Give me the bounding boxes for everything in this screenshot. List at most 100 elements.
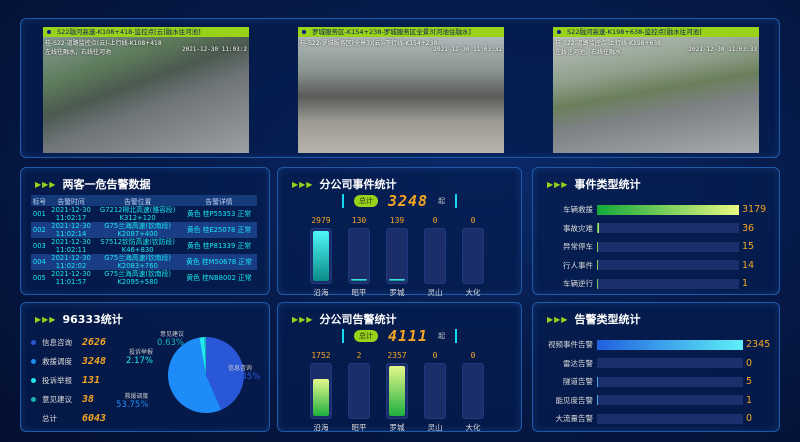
row-time: 2021-12-30 11:02:11 bbox=[51, 238, 91, 254]
table-row[interactable]: 003 2021-12-30 11:02:11 S7512钦防高速(钦防段) K46… bbox=[31, 238, 257, 254]
arrows-icon: ▶▶▶ bbox=[547, 314, 569, 324]
hbar bbox=[597, 241, 598, 252]
hbar-label: 行人事件 bbox=[563, 260, 593, 270]
bar-label: 昭平 bbox=[351, 423, 367, 432]
bar-value: 2 bbox=[356, 351, 362, 360]
bar-column: 139 罗城 bbox=[386, 216, 408, 298]
hbar bbox=[597, 395, 598, 405]
hbar-value: 36 bbox=[742, 222, 755, 234]
row-time: 2021-12-30 11:02:02 bbox=[47, 254, 95, 270]
bar-value: 2979 bbox=[311, 216, 331, 225]
bar-label: 灵山 bbox=[427, 423, 443, 432]
table-row[interactable]: 002 2021-12-30 11:02:14 G75兰海高速(钦南段) K2087… bbox=[31, 222, 257, 238]
row-id: 005 bbox=[32, 274, 46, 282]
panel-title: 96333统计 bbox=[62, 313, 123, 326]
bar-column: 0 灵山 bbox=[424, 216, 446, 298]
pie-label: 意见建议 0.63% bbox=[157, 331, 185, 348]
bar-track bbox=[310, 363, 332, 419]
hbar-row: 异常停车 15 bbox=[533, 241, 754, 252]
hbar-label: 车辆救援 bbox=[563, 205, 593, 214]
branch-events-chart: 2979 沿海 130 昭平 139 罗城 0 灵山 0 大化 bbox=[310, 216, 484, 298]
hbar-label: 大流量告警 bbox=[555, 414, 594, 423]
bar-value: 0 bbox=[470, 216, 476, 225]
bar-column: 0 大化 bbox=[462, 351, 484, 433]
bar-track bbox=[386, 363, 408, 419]
hbar bbox=[597, 223, 599, 233]
total-value: 3248 bbox=[387, 192, 429, 210]
total-badge: 总计 bbox=[353, 195, 378, 207]
hbar-value: 1 bbox=[742, 278, 749, 289]
legend-name: 意见建议 bbox=[42, 395, 72, 404]
hbar-row: 车辆逆行 1 bbox=[533, 278, 748, 289]
legend-value: 2626 bbox=[82, 337, 107, 348]
bar-value: 2357 bbox=[387, 351, 407, 360]
table-row[interactable]: 001 2021-12-30 11:02:17 G7212柳北高速(雒容段) K31… bbox=[31, 206, 257, 222]
row-location: S7512钦防高速(钦防段) K46+830 bbox=[100, 238, 175, 254]
column-header: 告警详情 bbox=[181, 195, 257, 206]
bar-column: 2 昭平 bbox=[348, 351, 370, 433]
pie-label: 救援调度 53.75% bbox=[116, 393, 149, 410]
row-time: 2021-12-30 11:01:57 bbox=[51, 270, 91, 286]
bar-label: 大化 bbox=[465, 423, 481, 432]
bar bbox=[389, 278, 405, 281]
column-header: 告警时间 bbox=[47, 195, 95, 206]
camera-title: S22融河高速-K108+418-监控点[云]融水往河池] bbox=[57, 28, 201, 36]
hbar-label: 车辆逆行 bbox=[563, 279, 593, 288]
bar-track bbox=[462, 228, 484, 284]
pie-slice bbox=[199, 337, 206, 375]
arrows-icon: ▶▶▶ bbox=[35, 314, 57, 324]
row-detail: 黄色 桂P81339 正常 bbox=[187, 242, 252, 250]
hbar-track bbox=[597, 204, 739, 215]
hbar-track bbox=[597, 358, 743, 368]
hbar-label: 异常停车 bbox=[563, 242, 593, 251]
row-id: 004 bbox=[31, 254, 48, 270]
hbar-row: 事故灾难 36 bbox=[533, 223, 754, 234]
table-row[interactable]: 005 2021-12-30 11:01:57 G75兰海高速(钦南段) K2095… bbox=[31, 270, 257, 286]
legend-item: 意见建议 38 bbox=[31, 390, 106, 409]
bar-value: 1752 bbox=[311, 351, 331, 360]
hbar-value: 1 bbox=[746, 394, 753, 406]
hbar-row: 车辆救援 3179 bbox=[533, 204, 766, 215]
legend-name: 信息咨询 bbox=[42, 338, 72, 347]
bar-track bbox=[462, 363, 484, 419]
panel-title: 告警类型统计 bbox=[574, 313, 641, 326]
hbar-track bbox=[597, 339, 743, 350]
hotline-panel: ▶▶▶ 96333统计 信息咨询 2626 救援调度 3248 投诉举报 131 意见建议 38… bbox=[20, 302, 270, 432]
hotline-pie-chart bbox=[168, 337, 245, 413]
pie-slice bbox=[204, 337, 206, 375]
unit: 起 bbox=[438, 332, 446, 340]
alarm-table: 标号 告警时间 告警位置 告警详情 001 2021-12-30 11:02:17 G72… bbox=[31, 195, 257, 286]
hbar-value: 15 bbox=[742, 241, 755, 252]
hbar-row: 行人事件 14 bbox=[533, 260, 754, 271]
table-row[interactable]: 004 2021-12-30 11:02:02 G75兰海高速(钦南段) K2083… bbox=[31, 254, 257, 270]
total-badge: 总计 bbox=[353, 330, 378, 342]
bar-label: 罗城 bbox=[389, 423, 405, 432]
row-id: 001 bbox=[32, 210, 46, 218]
camera-feed[interactable]: S22融河高速-K108+418-监控点[云]融水往河池] 桂-S22-道路监控… bbox=[43, 27, 249, 153]
bar-label: 昭平 bbox=[351, 288, 367, 297]
row-location: G7212柳北高速(雒容段) K312+120 bbox=[99, 206, 176, 222]
legend-dot-icon bbox=[31, 359, 36, 364]
hbar-value: 0 bbox=[746, 357, 753, 369]
hbar-track bbox=[597, 241, 739, 252]
status-dot-icon bbox=[557, 30, 561, 34]
bar-column: 2979 沿海 bbox=[310, 216, 332, 298]
total-value: 4111 bbox=[387, 327, 429, 345]
alarm-data-panel: ▶▶▶ 两客一危告警数据 标号 告警时间 告警位置 告警详情 001 2021-12-30… bbox=[20, 167, 270, 295]
camera-title-bar: 罗城服务区-K154+238-罗城服务区全景3[河池往融水] bbox=[298, 27, 504, 37]
bar-column: 0 灵山 bbox=[424, 351, 446, 433]
row-detail: 黄色 桂E25078 正常 bbox=[181, 222, 257, 238]
bar-value: 139 bbox=[389, 216, 405, 225]
hbar-row: 视频事件告警 2345 bbox=[533, 339, 770, 350]
hbar-label: 隧道告警 bbox=[563, 377, 593, 386]
bar-column: 1752 沿海 bbox=[310, 351, 332, 433]
hbar-row: 隧道告警 5 bbox=[533, 376, 752, 387]
panel-title: 分公司事件统计 bbox=[319, 178, 397, 191]
hbar bbox=[597, 376, 598, 387]
camera-feed[interactable]: S22融河高速-K198+638-监控点[融水往河池] 桂-S22-道路监控点-… bbox=[553, 27, 759, 153]
camera-title: S22融河高速-K198+638-监控点[融水往河池] bbox=[567, 28, 702, 36]
camera-feed[interactable]: 罗城服务区-K154+238-罗城服务区全景3[河池往融水] 桂-S22-罗城服… bbox=[298, 27, 504, 153]
status-dot-icon bbox=[302, 30, 306, 34]
hbar-track bbox=[597, 260, 739, 270]
bar bbox=[313, 231, 329, 281]
